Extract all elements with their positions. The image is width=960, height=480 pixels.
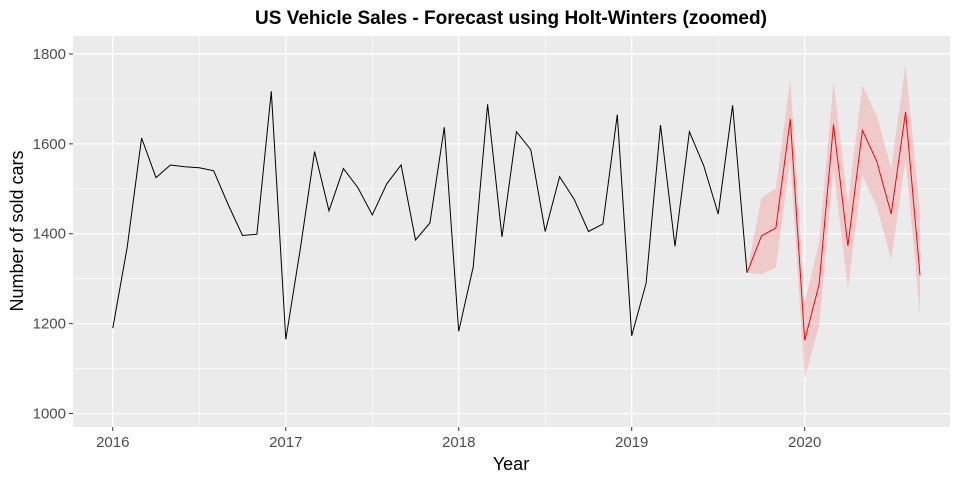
prediction-interval-band bbox=[747, 64, 920, 379]
y-tick-label: 1400 bbox=[33, 226, 66, 243]
series-lines bbox=[112, 91, 921, 341]
minor-gridlines bbox=[73, 36, 950, 427]
x-tick-label: 2017 bbox=[269, 434, 302, 451]
forecast-line bbox=[746, 111, 921, 341]
chart-title: US Vehicle Sales - Forecast using Holt-W… bbox=[255, 8, 767, 29]
x-axis-title: Year bbox=[493, 454, 529, 474]
x-tick-label: 2020 bbox=[788, 434, 821, 451]
y-tick-label: 1200 bbox=[33, 316, 66, 333]
y-axis-title: Number of sold cars bbox=[7, 150, 27, 311]
x-axis: 2016 2017 2018 2019 2020 bbox=[96, 427, 821, 451]
y-axis: 1000 1200 1400 1600 1800 bbox=[33, 46, 73, 423]
x-tick-label: 2019 bbox=[615, 434, 648, 451]
y-tick-label: 1800 bbox=[33, 46, 66, 63]
x-tick-label: 2018 bbox=[442, 434, 475, 451]
actual-sales-line bbox=[112, 91, 748, 340]
prediction-interval bbox=[747, 64, 920, 379]
y-tick-label: 1600 bbox=[33, 136, 66, 153]
y-tick-label: 1000 bbox=[33, 406, 66, 423]
x-tick-label: 2016 bbox=[96, 434, 129, 451]
